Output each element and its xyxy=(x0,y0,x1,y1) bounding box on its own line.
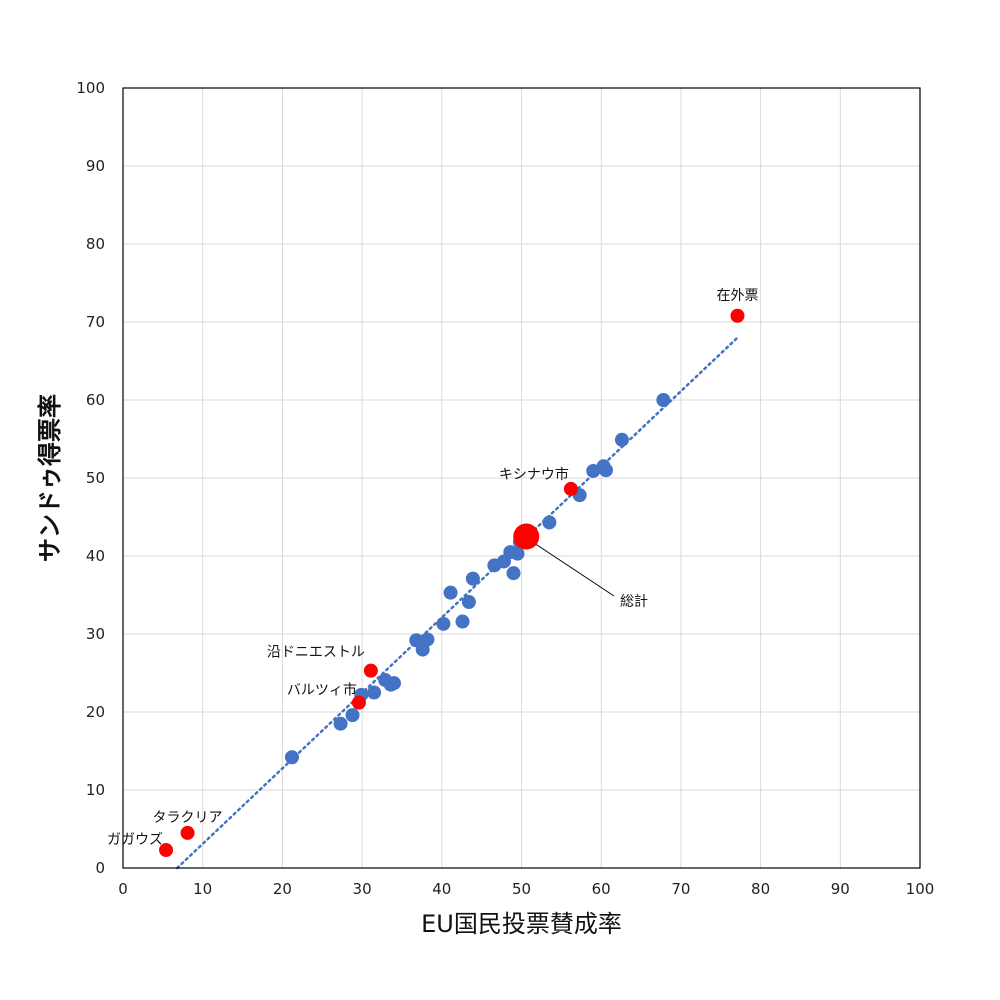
x-tick-label: 100 xyxy=(906,880,935,898)
point-label: キシナウ市 xyxy=(499,466,569,483)
y-tick-label: 60 xyxy=(86,391,105,409)
point-label: ガガウズ xyxy=(107,832,163,848)
data-point xyxy=(333,716,348,731)
highlighted-point xyxy=(513,523,540,550)
x-tick-label: 40 xyxy=(432,880,451,898)
highlighted-point xyxy=(180,825,195,840)
data-point xyxy=(461,595,476,610)
data-point xyxy=(386,676,401,691)
y-tick-label: 90 xyxy=(86,157,105,175)
highlighted-point xyxy=(563,481,578,496)
y-tick-label: 0 xyxy=(95,859,105,877)
y-tick-label: 30 xyxy=(86,625,105,643)
data-point xyxy=(420,632,435,647)
x-tick-label: 90 xyxy=(831,880,850,898)
x-tick-label: 0 xyxy=(118,880,128,898)
x-tick-label: 50 xyxy=(512,880,531,898)
data-point xyxy=(506,566,521,581)
x-tick-label: 10 xyxy=(193,880,212,898)
highlighted-point xyxy=(363,663,378,678)
tick-labels: 0 10 20 30 40 50 60 70 80 90 100 0 10 20 30 40 50 60 70 80 9… xyxy=(76,79,934,898)
y-axis-title: サンドゥ得票率 xyxy=(36,394,64,562)
y-tick-label: 40 xyxy=(86,547,105,565)
x-tick-label: 60 xyxy=(592,880,611,898)
data-point xyxy=(542,515,557,530)
data-point xyxy=(510,546,525,561)
data-point xyxy=(465,571,480,586)
x-tick-label: 30 xyxy=(353,880,372,898)
x-tick-label: 80 xyxy=(751,880,770,898)
data-point xyxy=(436,616,451,631)
data-point xyxy=(367,685,382,700)
y-tick-label: 80 xyxy=(86,235,105,253)
x-axis-title: EU国民投票賛成率 xyxy=(421,910,622,938)
highlighted-point xyxy=(159,843,174,858)
data-point xyxy=(284,750,299,765)
label-leader-line xyxy=(536,544,615,597)
point-label: タラクリア xyxy=(153,810,223,826)
data-point xyxy=(345,708,360,723)
highlighted-point xyxy=(351,695,366,710)
point-label: 総計 xyxy=(620,594,648,610)
point-label: 沿ドニエストル xyxy=(267,645,365,661)
x-tick-label: 20 xyxy=(273,880,292,898)
point-label: 在外票 xyxy=(716,288,758,304)
y-tick-label: 100 xyxy=(76,79,105,97)
point-label: バルツィ市 xyxy=(287,682,357,699)
trendline-layer xyxy=(175,337,738,870)
y-tick-label: 70 xyxy=(86,313,105,331)
y-tick-label: 10 xyxy=(86,781,105,799)
data-point xyxy=(598,463,613,478)
data-point xyxy=(443,585,458,600)
y-tick-label: 20 xyxy=(86,703,105,721)
data-points xyxy=(159,308,745,858)
trendline xyxy=(175,337,738,870)
x-tick-label: 70 xyxy=(671,880,690,898)
data-point xyxy=(455,614,470,629)
data-point xyxy=(656,393,671,407)
plot-border xyxy=(122,87,921,869)
highlighted-point xyxy=(730,308,745,323)
data-point xyxy=(614,432,629,447)
y-tick-label: 50 xyxy=(86,469,105,487)
